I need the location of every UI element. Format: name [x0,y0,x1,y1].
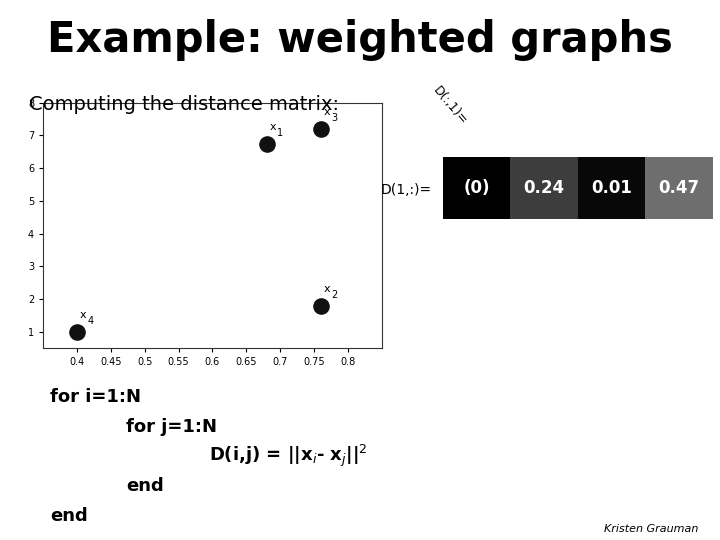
Text: Kristen Grauman: Kristen Grauman [604,523,698,534]
Text: 0.01: 0.01 [591,179,632,197]
Bar [443,157,510,219]
Bar [510,157,577,219]
Text: (0): (0) [463,179,490,197]
Text: 0.47: 0.47 [659,179,700,197]
Text: for i=1:N: for i=1:N [50,388,141,406]
Text: end: end [50,507,88,525]
Text: end: end [126,477,163,495]
Point [315,125,326,133]
Point [71,328,83,336]
Text: x: x [80,310,86,320]
Text: 1: 1 [276,127,283,138]
Text: x: x [323,107,330,117]
Bar [577,157,645,219]
Text: 3: 3 [331,113,337,123]
Text: Example: weighted graphs: Example: weighted graphs [47,19,673,61]
Text: D(1,:)=: D(1,:)= [381,183,432,197]
Point [315,301,326,310]
Text: D(i,j) = ||$\mathbf{x}_i$- $\mathbf{x}_j$||$^2$: D(i,j) = ||$\mathbf{x}_i$- $\mathbf{x}_j… [209,443,367,469]
Text: Computing the distance matrix:: Computing the distance matrix: [29,94,339,113]
Text: 2: 2 [331,290,337,300]
Text: for j=1:N: for j=1:N [126,417,217,436]
Text: D(:,1)=: D(:,1)= [430,84,470,127]
Point [261,139,272,148]
Text: 4: 4 [87,316,94,326]
Text: x: x [269,122,276,132]
Bar [645,157,713,219]
Text: 0.24: 0.24 [523,179,564,197]
Text: x: x [323,284,330,294]
